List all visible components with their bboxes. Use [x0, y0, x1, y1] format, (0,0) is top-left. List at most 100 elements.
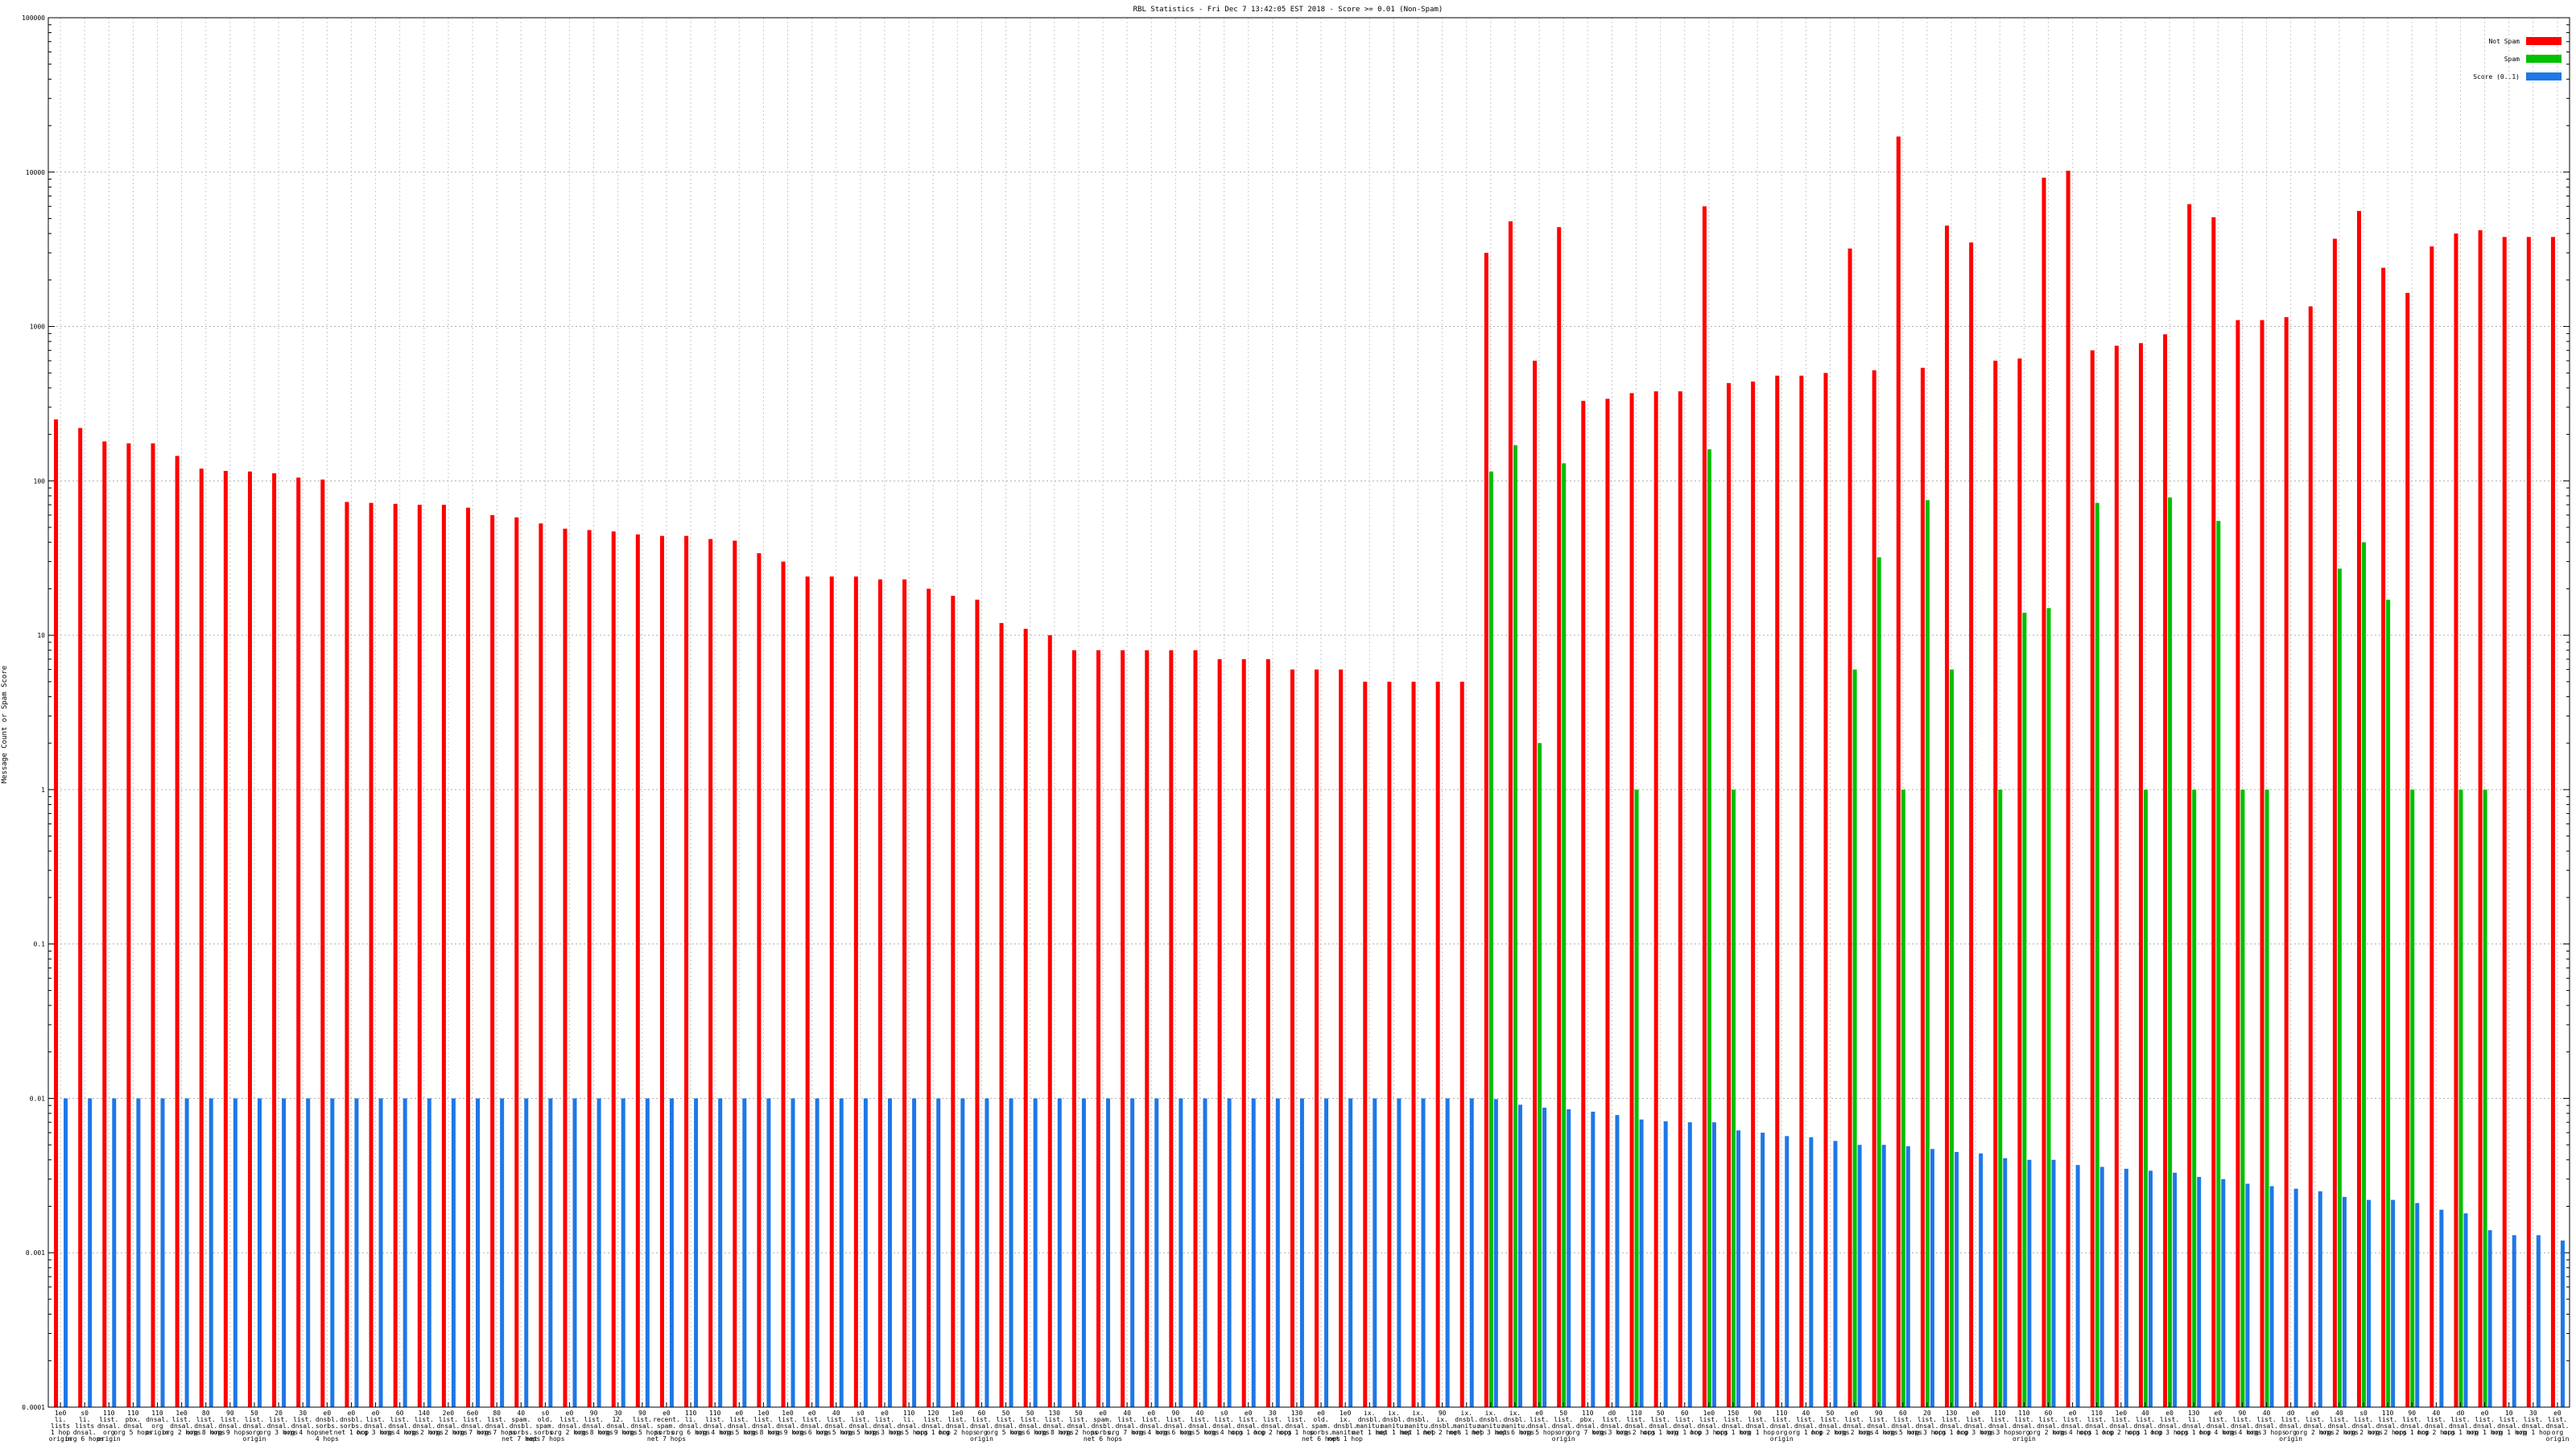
bar-not-spam: [272, 473, 277, 1407]
bar-not-spam: [1508, 221, 1513, 1407]
x-tick-label-line: list.: [2306, 1416, 2325, 1423]
x-tick-label-line: dnsal.: [2182, 1422, 2206, 1430]
x-tick-label-line: recent.: [653, 1416, 680, 1423]
x-tick-label-line: org 1 hop: [2491, 1429, 2527, 1436]
x-tick-label-line: dnsal.: [73, 1429, 97, 1436]
bar-not-spam: [951, 596, 956, 1407]
bar-score-0-1: [2075, 1165, 2080, 1407]
x-tick-label: 50 list. dnsal. org 1 hop: [1643, 1410, 1678, 1436]
x-tick-label-line: list.: [1869, 1416, 1889, 1423]
x-tick-label-line: origin: [146, 1429, 169, 1436]
x-tick-label-line: org 4 hops: [381, 1429, 419, 1436]
x-tick-label-line: org 3 hops: [1956, 1429, 1995, 1436]
x-tick-label-line: 1e0: [758, 1410, 770, 1417]
bar-not-spam: [1315, 669, 1319, 1407]
x-tick-label-line: dnsal.: [1624, 1422, 1648, 1430]
y-tick-label: 10000: [26, 169, 45, 176]
x-tick-label-line: dnsal.: [2037, 1422, 2060, 1430]
x-tick-label-line: 110: [2382, 1410, 2394, 1417]
x-tick-label-line: list.: [705, 1416, 724, 1423]
x-tick-label-line: 110: [2018, 1410, 2030, 1417]
x-tick-label-line: 50: [1075, 1410, 1083, 1417]
x-tick-label-line: e0: [566, 1410, 574, 1417]
x-tick-label-line: 120: [927, 1410, 939, 1417]
x-tick-label: 6e0 list. dnsal. org 7 hops: [453, 1410, 492, 1436]
x-tick-label-line: manitu.: [1331, 1429, 1359, 1436]
x-tick-label-line: org 7 hops: [477, 1429, 516, 1436]
x-tick-label-line: lists: [51, 1422, 70, 1430]
bar-score-0-1: [1542, 1108, 1547, 1407]
bar-not-spam: [1823, 373, 1828, 1408]
x-tick-label-line: 110: [903, 1410, 915, 1417]
bar-not-spam: [902, 579, 907, 1407]
x-tick-label-line: list.: [778, 1416, 797, 1423]
bar-spam: [1732, 789, 1736, 1407]
x-tick-label-line: org 5 hops: [1884, 1429, 1922, 1436]
x-tick-label-line: dnsal.: [679, 1422, 703, 1430]
x-tick-label: 110 list. dnsal. org 2 hops: [1616, 1410, 1655, 1436]
x-tick-label: ix. dnsbl. manitu. net 1 hop: [1449, 1410, 1484, 1436]
x-tick-label: e0 list. dnsal. org 2 hops: [550, 1410, 588, 1436]
bar-not-spam: [1217, 658, 1222, 1407]
x-tick-label-line: dnsal.: [558, 1422, 581, 1430]
bar-not-spam: [853, 576, 858, 1407]
x-tick-label-line: s0: [1220, 1410, 1228, 1417]
bar-score-0-1: [282, 1098, 287, 1407]
x-tick-label-line: net 3 hops: [1472, 1429, 1510, 1436]
x-tick-label-line: 90: [1875, 1410, 1883, 1417]
x-tick-label-line: list.: [972, 1416, 991, 1423]
x-tick-label-line: dnsal.: [1188, 1422, 1212, 1430]
x-tick-label-line: pbx.: [1580, 1416, 1596, 1423]
x-tick-label-line: spam.: [535, 1422, 555, 1430]
bar-score-0-1: [1227, 1098, 1232, 1407]
bar-score-0-1: [815, 1098, 819, 1407]
x-tick-label-line: 110: [127, 1410, 139, 1417]
x-tick-label-line: dnsal.: [436, 1422, 460, 1430]
x-tick-label-line: 50: [1827, 1410, 1835, 1417]
bar-score-0-1: [2003, 1158, 2008, 1407]
x-tick-label-line: dnsal.: [2449, 1422, 2472, 1430]
bar-score-0-1: [451, 1098, 456, 1407]
x-tick-label-line: 1 hop: [51, 1429, 70, 1436]
x-tick-label-line: origin: [2545, 1435, 2569, 1443]
x-tick-label-line: dnsal.: [1818, 1422, 1842, 1430]
x-tick-label: 40 list. dnsal. org 3 hops: [2247, 1410, 2285, 1436]
bar-not-spam: [1121, 650, 1125, 1407]
x-tick-label-line: dnsal.: [2497, 1422, 2520, 1430]
legend-label: Spam: [2504, 56, 2520, 63]
bar-not-spam: [1945, 225, 1950, 1407]
y-tick-label: 1: [41, 786, 45, 794]
x-tick-label: 30 list. dnsal. org 2 hops: [1253, 1410, 1292, 1436]
bar-score-0-1: [1809, 1137, 1814, 1407]
x-tick-label-line: net 1 hop: [1327, 1435, 1363, 1443]
bar-score-0-1: [2560, 1241, 2565, 1407]
bar-spam: [2264, 789, 2269, 1407]
x-tick-label-line: dnsal.: [388, 1422, 411, 1430]
bar-spam: [1488, 471, 1493, 1407]
x-tick-label-line: dnsal.: [752, 1422, 775, 1430]
bar-score-0-1: [1154, 1098, 1159, 1407]
y-tick-label: 0.01: [30, 1095, 45, 1102]
x-tick-label: 1e0 list. dnsal. org 9 hops: [768, 1410, 807, 1436]
x-tick-label-line: org 1 hop: [2467, 1429, 2503, 1436]
x-tick-label-line: org 1 hop: [1715, 1429, 1751, 1436]
x-tick-label-line: org: [151, 1422, 163, 1430]
x-tick-label-line: list.: [2475, 1416, 2495, 1423]
x-tick-label-line: origin: [1770, 1435, 1794, 1443]
x-tick-label-line: 90: [1172, 1410, 1180, 1417]
bar-score-0-1: [1857, 1145, 1862, 1407]
x-tick-label-line: org 2 hops: [938, 1429, 976, 1436]
y-tick-label: 0.1: [34, 941, 46, 948]
x-tick-label-line: ix.: [1485, 1410, 1496, 1417]
x-tick-label-line: manitu.: [1501, 1422, 1529, 1430]
x-tick-label-line: dnsal.: [267, 1422, 291, 1430]
x-tick-label-line: list.: [415, 1416, 434, 1423]
x-tick-label-line: dnsbl.: [1334, 1422, 1357, 1430]
x-tick-label-line: net 1 hop: [1352, 1429, 1388, 1436]
bar-not-spam: [2163, 334, 2168, 1407]
x-tick-label-line: e0: [324, 1410, 332, 1417]
bar-score-0-1: [694, 1098, 699, 1407]
x-tick-label-line: dnsal.: [2013, 1422, 2036, 1430]
bar-spam: [2240, 789, 2245, 1407]
x-tick-label-line: e0: [2165, 1410, 2174, 1417]
